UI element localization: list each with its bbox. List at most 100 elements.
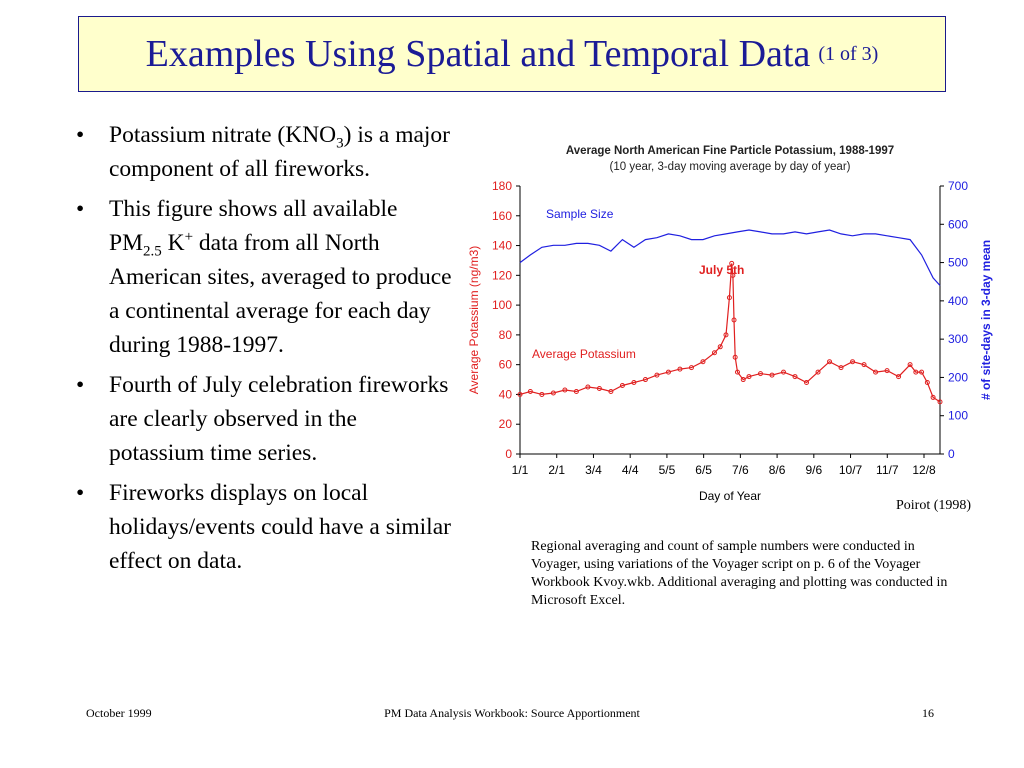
y-tick-label: 180 [492, 179, 512, 193]
y-tick-label: 120 [492, 268, 512, 282]
y2-tick-label: 200 [948, 370, 968, 384]
x-tick-label: 11/7 [876, 463, 899, 477]
bullet-item: • This figure shows all available PM2.5 K… [76, 192, 456, 362]
data-point [804, 380, 810, 386]
data-point [913, 369, 919, 375]
x-tick-label: 7/6 [732, 463, 749, 477]
data-point [723, 332, 729, 338]
y-tick-label: 160 [492, 209, 512, 223]
data-point [792, 374, 798, 380]
data-point [850, 359, 856, 365]
data-point [732, 354, 738, 360]
y2-tick-label: 700 [948, 179, 968, 193]
bullet-text: + [184, 229, 194, 246]
data-point [517, 391, 523, 397]
y-tick-label: 0 [505, 447, 512, 461]
data-point [730, 272, 736, 278]
data-point [930, 394, 936, 400]
y2-tick-label: 500 [948, 256, 968, 270]
bullet-text: Potassium nitrate (KNO [109, 122, 337, 148]
data-point [937, 399, 943, 405]
data-point [677, 366, 683, 372]
bullet-text: K [161, 230, 185, 256]
data-point [717, 344, 723, 350]
bullet-list: • Potassium nitrate (KNO3) is a major com… [76, 118, 456, 584]
bullet-text: Fireworks displays on local holidays/eve… [109, 480, 451, 574]
data-point [757, 371, 763, 377]
data-point [734, 369, 740, 375]
data-point [608, 388, 614, 394]
chart-subtitle: (10 year, 3-day moving average by day of… [610, 161, 851, 173]
data-point [861, 362, 867, 368]
data-point [740, 377, 746, 383]
data-point [746, 374, 752, 380]
x-tick-label: 9/6 [805, 463, 822, 477]
x-tick-label: 2/1 [548, 463, 565, 477]
data-point [711, 350, 717, 356]
data-point [527, 388, 533, 394]
data-point [585, 384, 591, 390]
data-point [573, 388, 579, 394]
data-point [781, 369, 787, 375]
data-point [688, 365, 694, 371]
y2-tick-label: 600 [948, 217, 968, 231]
data-point [731, 317, 737, 323]
data-point [907, 362, 913, 368]
annotation-sample-size: Sample Size [546, 207, 614, 221]
y-tick-label: 100 [492, 298, 512, 312]
bullet-text: data from all North American sites, aver… [109, 230, 452, 358]
data-point [769, 372, 775, 378]
x-tick-label: 6/5 [695, 463, 712, 477]
series-line [519, 229, 941, 286]
bullet-dot: • [76, 122, 85, 148]
y-tick-label: 60 [499, 358, 513, 372]
bullet-text: This figure shows all available PM [109, 196, 398, 256]
y2-tick-label: 300 [948, 332, 968, 346]
y-tick-label: 20 [499, 417, 513, 431]
x-tick-label: 12/8 [912, 463, 936, 477]
bullet-dot: • [76, 196, 85, 222]
slide-title: Examples Using Spatial and Temporal Data [145, 33, 811, 75]
data-point [562, 387, 568, 393]
data-point [873, 369, 879, 375]
data-point [838, 365, 844, 371]
bullet-text: 2.5 [142, 243, 162, 260]
figure-credit: Poirot (1998) [896, 498, 972, 513]
data-point [550, 390, 556, 396]
bullet-item: • Potassium nitrate (KNO3) is a major com… [76, 118, 456, 186]
bullet-item: • Fourth of July celebration fireworks ar… [76, 368, 456, 470]
y-tick-label: 140 [492, 239, 512, 253]
series-line [519, 263, 941, 403]
x-tick-label: 3/4 [585, 463, 602, 477]
bullet-dot: • [76, 372, 85, 398]
slide-title-part: (1 of 3) [818, 42, 879, 65]
potassium-chart: Average North American Fine Particle Pot… [467, 145, 993, 503]
data-point [654, 372, 660, 378]
chart-title: Average North American Fine Particle Pot… [566, 145, 894, 157]
y2-tick-label: 0 [948, 447, 955, 461]
data-point [896, 374, 902, 380]
y2-axis-label: # of site-days in 3-day mean [979, 240, 993, 400]
x-axis-label: Day of Year [699, 489, 761, 503]
data-point [539, 391, 545, 397]
data-point [827, 359, 833, 365]
x-tick-label: 4/4 [622, 463, 639, 477]
x-tick-label: 5/5 [659, 463, 676, 477]
data-point [726, 295, 732, 301]
data-point [665, 369, 671, 375]
footer-page-number: 16 [922, 706, 934, 720]
y-tick-label: 80 [499, 328, 513, 342]
footer-date: October 1999 [86, 706, 152, 720]
y2-tick-label: 400 [948, 294, 968, 308]
x-tick-label: 8/6 [769, 463, 786, 477]
y-axis-label: Average Potassium (ng/m3) [467, 246, 481, 395]
bullet-text: 3 [336, 135, 344, 152]
data-point [619, 383, 625, 389]
bullet-dot: • [76, 480, 85, 506]
data-point [729, 260, 735, 266]
y-tick-label: 40 [499, 387, 513, 401]
x-tick-label: 10/7 [839, 463, 863, 477]
figure-caption: Regional averaging and count of sample n… [531, 539, 948, 608]
x-tick-label: 1/1 [512, 463, 529, 477]
annotation-average-potassium: Average Potassium [532, 347, 636, 361]
